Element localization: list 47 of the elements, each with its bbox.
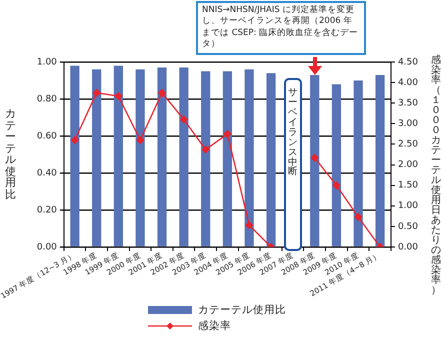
bar [244,69,254,246]
bar [157,68,167,246]
bar [266,73,276,246]
bar [222,71,232,246]
y2-tick-label: 0.00 [398,242,418,252]
point [180,116,188,124]
y-tick-label: 0.80 [36,94,58,104]
y2-tick-label: 0.50 [398,222,418,232]
point [245,221,254,230]
y2-tick-label: 2.50 [398,140,418,150]
point [114,92,122,100]
point [354,213,362,221]
y2-tick-label: 2.00 [398,160,418,170]
y-tick-label: 0.40 [36,168,58,178]
point [158,88,166,97]
point [332,181,340,190]
bar [201,71,210,246]
point [310,154,318,162]
y-tick-label: 0.20 [36,205,58,216]
bar [354,80,363,246]
bar [179,68,188,246]
legend-label: 感染率 [198,319,231,333]
y2-tick-label: 1.00 [398,201,418,212]
point [224,130,232,138]
text: サーベイランス中断 [288,86,298,178]
y2-tick-label: 4.50 [398,57,418,68]
y2-tick-label: 1.50 [398,180,418,191]
point [136,136,144,144]
y2-tick-label: 3.50 [398,98,418,108]
y-axis-title: カテーテル使用比 [5,107,16,201]
bar [375,74,385,246]
point [92,88,100,97]
point [202,146,210,154]
y2-tick-label: 3.00 [398,119,418,130]
bar [114,66,123,246]
point [70,136,79,144]
bar [92,69,102,246]
y2-tick-label: 4.00 [398,78,418,88]
y-tick-label: 0.00 [36,242,58,252]
legend-label: カテーテル使用比 [198,303,286,317]
bar [332,84,342,246]
y-tick-label: 0.60 [36,131,58,142]
text: 感染率（１０００カテーテル使用日あたりの感染率） [431,55,441,296]
text: NNIS→NHSN/JHAIS に判定基準を変更し、サーベイランスを再開（2006 年までは CSEP: 臨床的敗血症を含むデータ） [196,1,366,55]
bar [136,69,145,246]
y-tick-label: 1.00 [36,57,58,68]
bar [70,66,80,246]
